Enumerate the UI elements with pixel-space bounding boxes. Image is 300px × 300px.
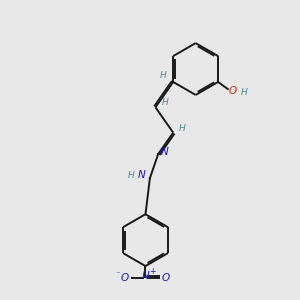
Text: +: + [149, 267, 155, 276]
Text: O: O [229, 86, 237, 96]
Text: H: H [161, 98, 168, 107]
Text: H: H [128, 171, 134, 180]
Text: H: H [241, 88, 248, 97]
Text: O: O [162, 273, 170, 284]
Text: H: H [160, 71, 166, 80]
Text: O: O [121, 273, 129, 284]
Text: N: N [138, 170, 146, 180]
Text: N: N [142, 272, 149, 281]
Text: H: H [179, 124, 185, 133]
Text: N: N [161, 147, 169, 157]
Text: ⁻: ⁻ [115, 269, 119, 278]
